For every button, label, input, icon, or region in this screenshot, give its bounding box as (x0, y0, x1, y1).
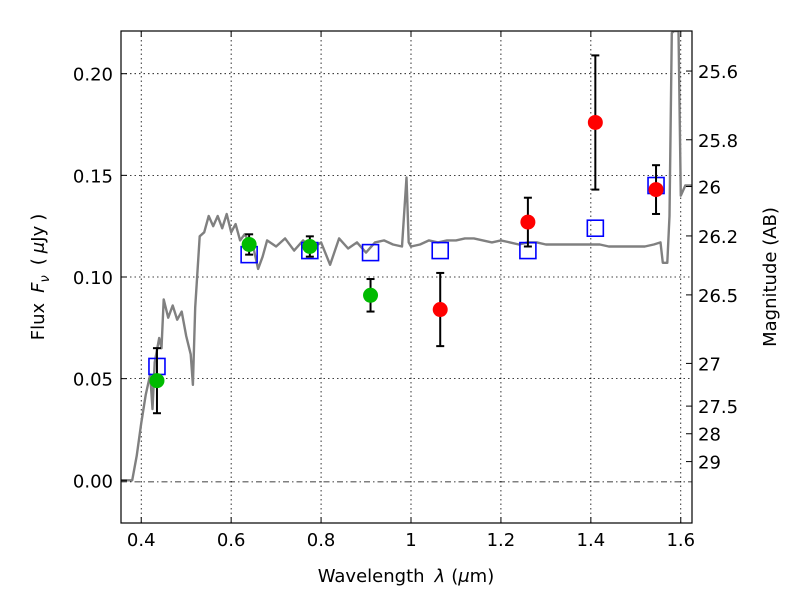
y2-tick-label: 26 (698, 178, 721, 199)
flux-point (520, 214, 536, 230)
spectrum-line (121, 31, 692, 482)
y-tick-label: 0.10 (73, 268, 113, 289)
flux-point (149, 373, 165, 389)
y2-axis-label: Magnitude (AB) (760, 207, 781, 347)
y-tick-label: 0.20 (73, 65, 113, 86)
axis-ticks: 0.4 0.6 0.8 1 1.2 1.4 1.6 0.00 0.05 0.10 0.15 0.20 2… (73, 31, 738, 551)
x-tick-label: 1.2 (487, 530, 516, 551)
flux-point (587, 114, 603, 130)
x-tick-label: 0.8 (307, 530, 336, 551)
y-tick-label: 0.05 (73, 370, 113, 391)
model-flux-box (431, 241, 450, 260)
flux-point (363, 287, 379, 303)
flux-point (432, 302, 448, 318)
y2-tick-label: 27.5 (698, 397, 738, 418)
flux-point (648, 182, 664, 198)
y-tick-label: 0.15 (73, 166, 113, 187)
x-tick-label: 1 (405, 530, 416, 551)
flux-point (302, 239, 318, 255)
grid-lines (121, 31, 692, 523)
x-tick-label: 1.6 (666, 530, 695, 551)
x-tick-label: 0.6 (217, 530, 246, 551)
model-flux-box (586, 219, 605, 238)
y2-tick-label: 26.5 (698, 286, 738, 307)
y-axis-label: FluxFν(μJy) (28, 214, 53, 341)
plot-series (121, 31, 692, 482)
x-axis-label: Wavelength λ (μm) (318, 566, 494, 587)
model-flux-box (361, 243, 380, 262)
y2-tick-label: 26.2 (698, 227, 738, 248)
y2-tick-label: 27 (698, 354, 721, 375)
y2-tick-label: 25.6 (698, 62, 738, 83)
x-tick-label: 1.4 (577, 530, 606, 551)
y2-tick-label: 29 (698, 453, 721, 474)
flux-point (241, 236, 257, 252)
x-tick-label: 0.4 (127, 530, 156, 551)
y2-tick-label: 28 (698, 425, 721, 446)
y-tick-label: 0.00 (73, 471, 113, 492)
y2-tick-label: 25.8 (698, 131, 738, 152)
